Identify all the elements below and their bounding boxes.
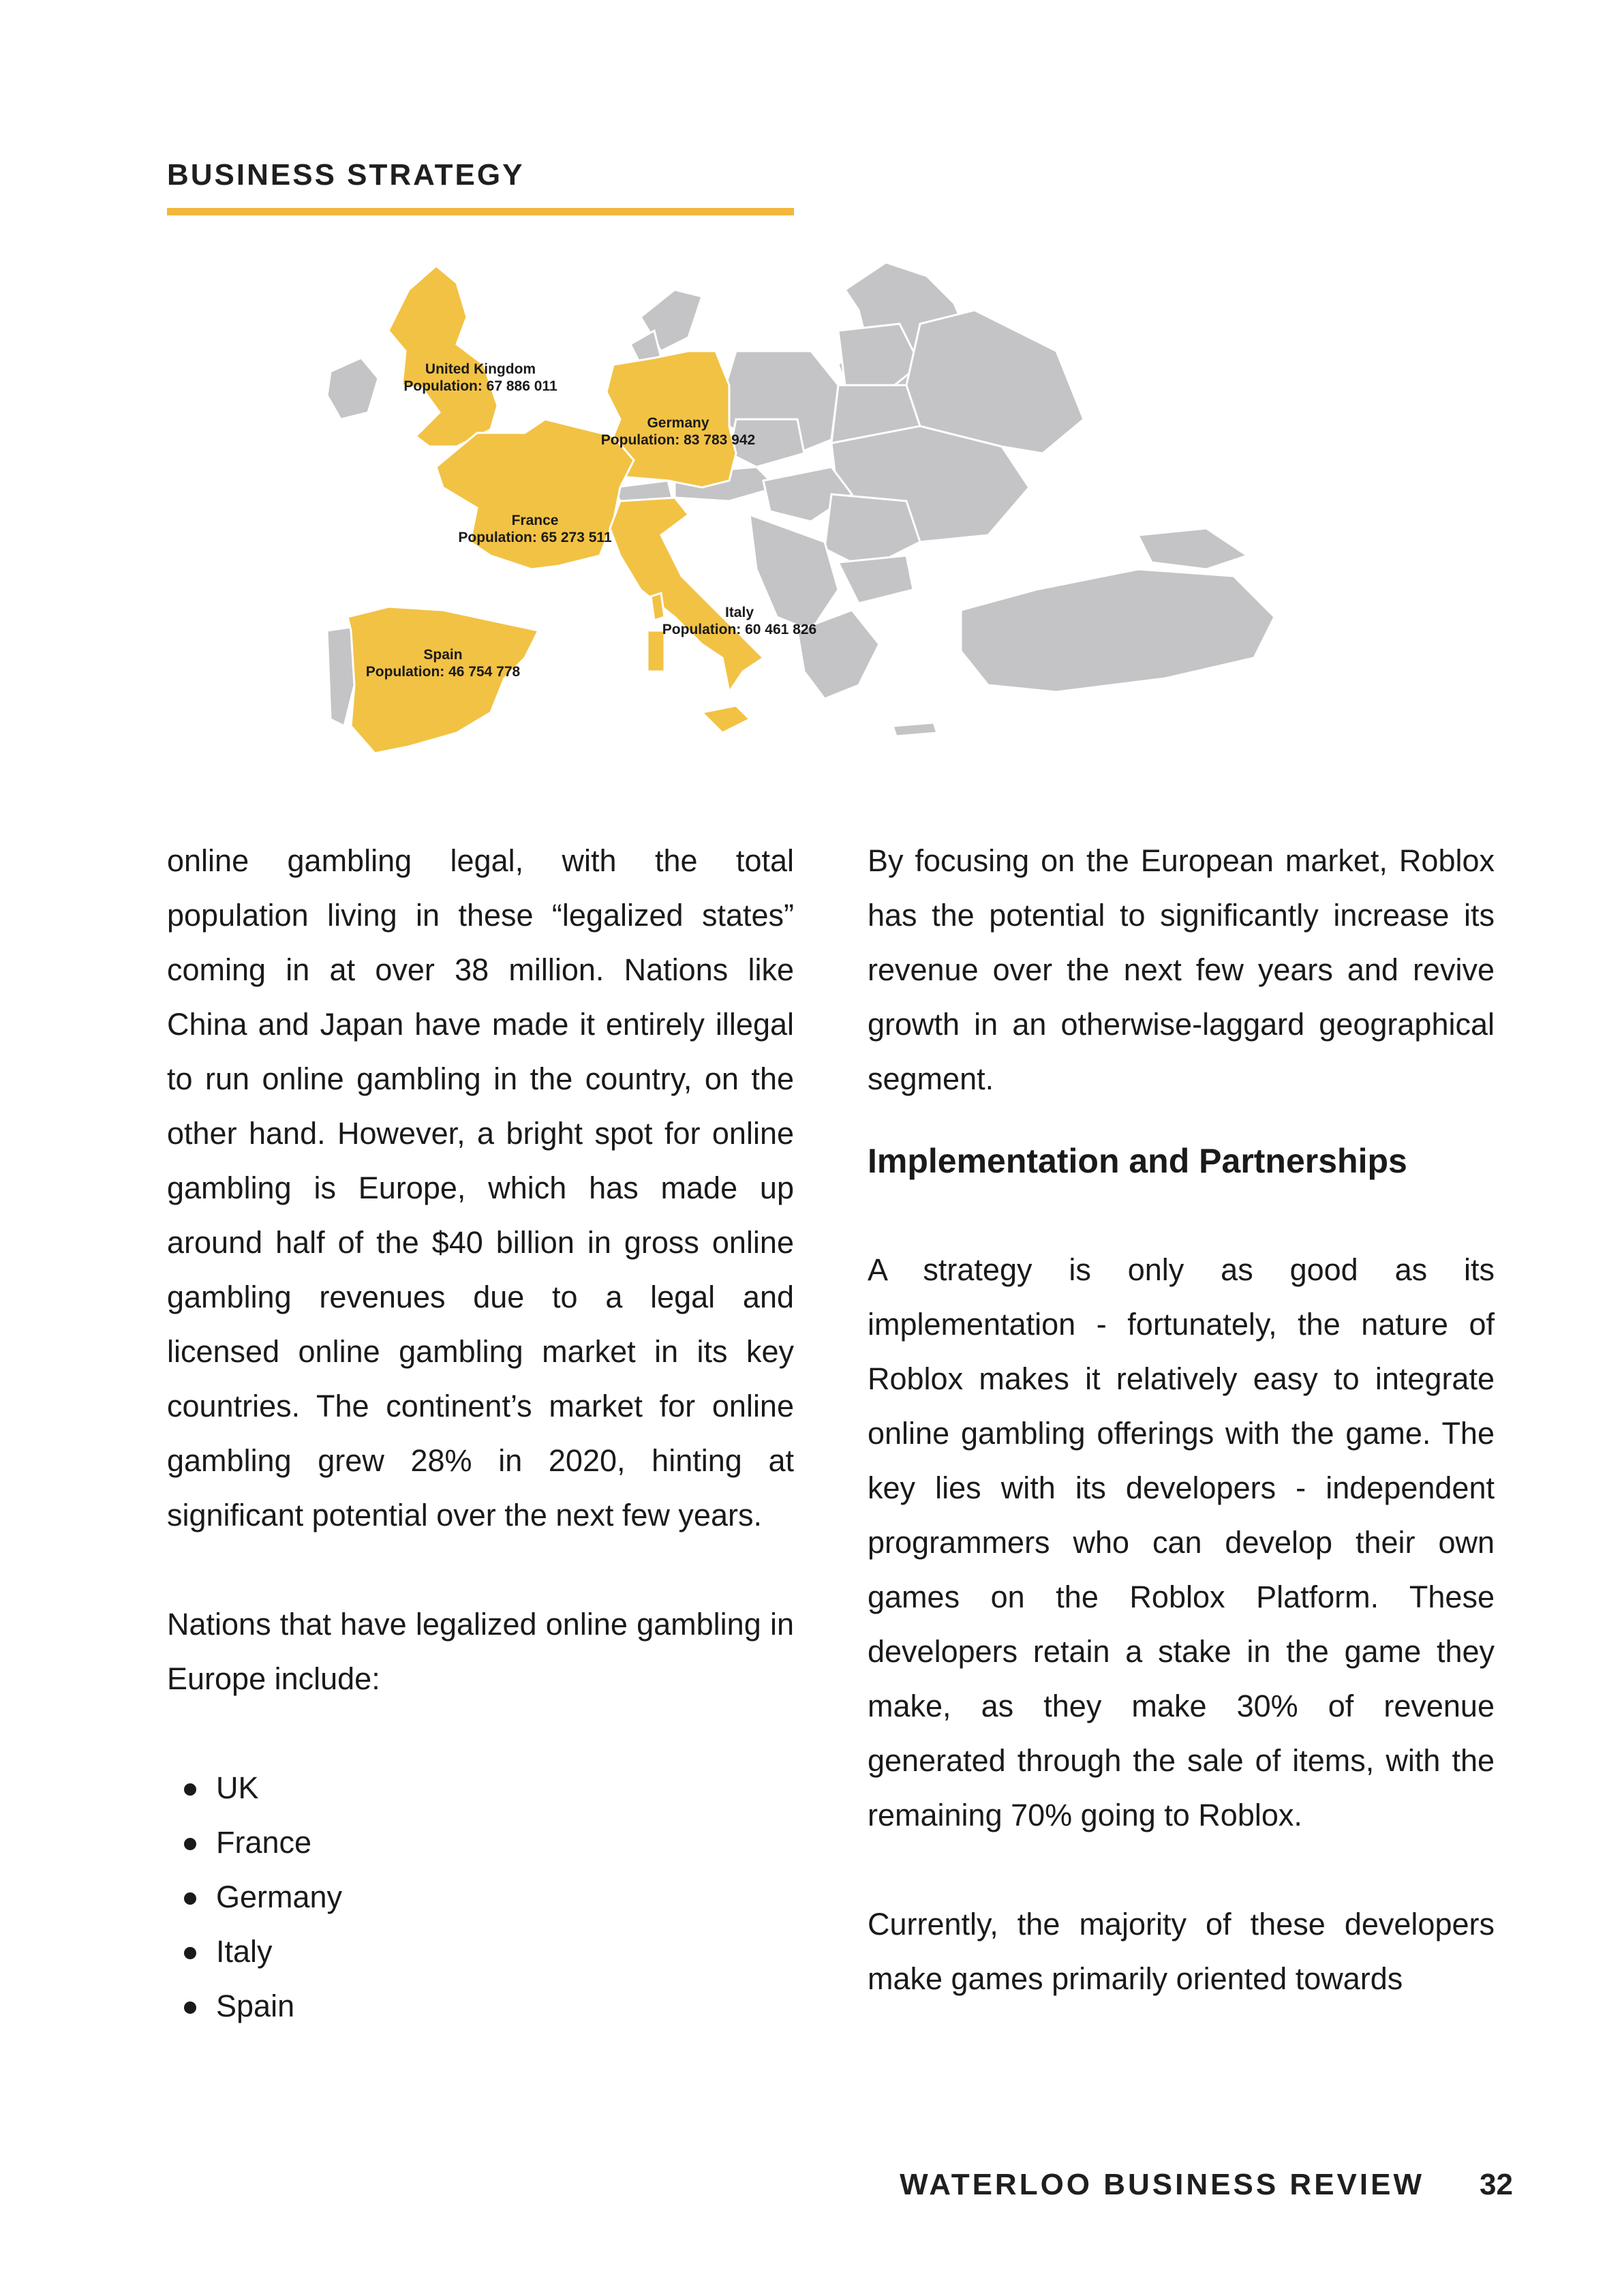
spacer bbox=[868, 1188, 1495, 1243]
section-label: BUSINESS STRATEGY bbox=[167, 158, 525, 192]
map-ireland bbox=[326, 357, 380, 421]
list-item: Germany bbox=[167, 1870, 794, 1924]
map-france bbox=[435, 418, 635, 571]
label-germany-population: Population: 83 783 942 bbox=[601, 432, 755, 448]
map-united-kingdom bbox=[387, 265, 499, 448]
left-paragraph-1: online gambling legal, with the total po… bbox=[167, 843, 794, 1532]
map-turkey bbox=[960, 568, 1276, 693]
map-portugal bbox=[326, 626, 356, 728]
label-france-population: Population: 65 273 511 bbox=[458, 530, 612, 545]
map-baltics bbox=[837, 322, 921, 393]
footer-publication: WATERLOO BUSINESS REVIEW bbox=[900, 2168, 1424, 2201]
map-russia bbox=[905, 309, 1085, 455]
map-sardinia bbox=[646, 629, 666, 673]
label-italy-population: Population: 60 461 826 bbox=[662, 622, 816, 637]
label-spain-population: Population: 46 754 778 bbox=[366, 664, 521, 680]
page-number: 32 bbox=[1480, 2168, 1513, 2201]
section-heading: Implementation and Partnerships bbox=[868, 1142, 1407, 1180]
map-spain bbox=[346, 605, 540, 755]
left-column: online gambling legal, with the total po… bbox=[167, 834, 794, 2034]
right-column: By focusing on the European market, Robl… bbox=[868, 834, 1495, 2006]
map-balkans bbox=[748, 513, 840, 632]
list-item: UK bbox=[167, 1761, 794, 1815]
map-sicily bbox=[699, 704, 752, 734]
list-item: Spain bbox=[167, 1979, 794, 2034]
map-italy bbox=[609, 496, 765, 695]
label-germany-name: Germany bbox=[647, 415, 709, 431]
label-france-name: France bbox=[512, 513, 559, 528]
map-caucasus bbox=[1136, 527, 1250, 571]
label-italy-name: Italy bbox=[725, 605, 754, 620]
europe-map: United Kingdom Population: 67 886 011 Ge… bbox=[320, 249, 1370, 801]
spacer bbox=[167, 1706, 794, 1761]
label-uk-name: United Kingdom bbox=[425, 361, 536, 377]
map-labels: United Kingdom Population: 67 886 011 Ge… bbox=[366, 361, 816, 680]
section-divider bbox=[167, 208, 794, 215]
map-bulgaria bbox=[836, 554, 915, 605]
map-corsica bbox=[649, 592, 666, 622]
map-highlighted-countries bbox=[346, 265, 765, 755]
right-paragraph-2: A strategy is only as good as its implem… bbox=[868, 1252, 1495, 1832]
left-paragraph-2: Nations that have legalized online gambl… bbox=[167, 1607, 794, 1696]
country-list: UK France Germany Italy Spain bbox=[167, 1761, 794, 2034]
right-paragraph-3: Currently, the majority of these develop… bbox=[868, 1907, 1495, 1996]
map-germany bbox=[605, 350, 737, 489]
map-crete bbox=[891, 721, 939, 738]
list-item: Italy bbox=[167, 1924, 794, 1979]
map-greece bbox=[796, 609, 881, 700]
spacer bbox=[167, 1543, 794, 1597]
spacer bbox=[868, 1843, 1495, 1897]
right-paragraph-1: By focusing on the European market, Robl… bbox=[868, 843, 1495, 1096]
europe-map-svg: United Kingdom Population: 67 886 011 Ge… bbox=[326, 261, 1276, 755]
list-item: France bbox=[167, 1815, 794, 1870]
label-uk-population: Population: 67 886 011 bbox=[403, 378, 557, 394]
label-spain-name: Spain bbox=[423, 647, 462, 663]
map-romania bbox=[823, 493, 921, 571]
